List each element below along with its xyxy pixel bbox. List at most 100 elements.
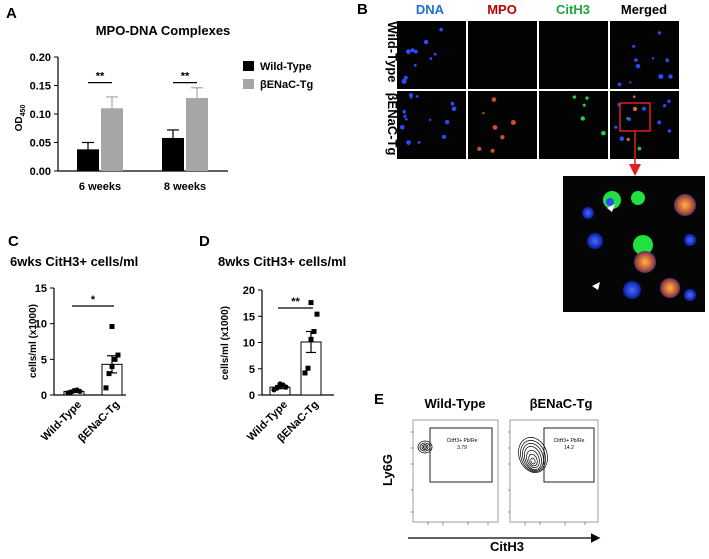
panel-a-significance: ** [181, 71, 190, 83]
cell-dot [585, 96, 589, 100]
panel-c-data-point [71, 388, 77, 394]
panel-a-ytick-label: 0.20 [30, 52, 51, 64]
inset-green-cell [633, 235, 653, 255]
panel-a-ylabel-main: OD [14, 116, 25, 131]
inset-blue-cell [587, 233, 603, 249]
cell-dot [637, 146, 642, 151]
cell-dot [406, 49, 411, 55]
panel-c-data-point [115, 352, 121, 358]
cell-dot [400, 124, 405, 130]
inset-orange-cell [674, 194, 696, 216]
flow-ylabel: Ly6G [380, 454, 395, 486]
cell-dot [429, 118, 432, 122]
panel-d-data-point [277, 381, 283, 387]
flow-title-benac-tg: βENaC-Tg [530, 396, 593, 411]
panel-c-significance: * [91, 294, 96, 306]
flow-gate-label-wild-type: CitH3+ Pb/Re [447, 438, 478, 444]
cell-dot [442, 134, 447, 139]
panel-c-data-point [112, 356, 118, 362]
flow-gate-label-benac-tg: CitH3+ Pb/Re [554, 438, 585, 444]
cell-dot [413, 63, 417, 67]
panel-letter-b: B [357, 1, 368, 18]
cell-dot [429, 57, 433, 60]
flow-contour-wild-type [417, 440, 433, 454]
cell-dot [439, 27, 443, 32]
panel-c-data-point [77, 388, 83, 395]
cell-dot [667, 129, 672, 133]
panel-a-ylabel: OD450 [14, 105, 27, 132]
cell-dot [403, 114, 407, 118]
cell-dot [491, 97, 497, 102]
cell-dot [477, 146, 482, 151]
panel-a-xtick-label: 8 weeks [164, 181, 206, 193]
flow-xlabel: CitH3 [490, 539, 524, 554]
panel-letter-e: E [374, 391, 384, 408]
panel-c-data-point [109, 363, 115, 369]
panel-c-xtick-label: βENaC-Tg [76, 399, 122, 445]
micrograph-tile [610, 21, 679, 89]
cell-dot [658, 74, 664, 79]
micrograph-tile [468, 21, 537, 89]
inset-blue-cell [684, 234, 696, 246]
legend-label-benac-tg: βENaC-Tg [260, 79, 313, 91]
cell-dot [414, 49, 418, 54]
inset-arrowhead [607, 204, 615, 212]
panel-letter-d: D [199, 233, 210, 250]
panel-a-ytick-label: 0.05 [30, 138, 51, 150]
panel-a-title: MPO-DNA Complexes [96, 23, 231, 38]
column-label-mpo: MPO [487, 2, 517, 17]
cell-dot [433, 52, 437, 56]
cell-dot [500, 135, 505, 140]
micrograph-tile [539, 91, 608, 159]
cell-dot [492, 125, 498, 130]
inset-arrowhead [592, 282, 600, 290]
cell-dot [451, 106, 457, 112]
panel-d-ytick-label: 20 [243, 285, 255, 297]
svg-text:OD450: OD450 [14, 105, 27, 132]
column-label-merged: Merged [621, 2, 667, 17]
merged-inset-image [563, 176, 705, 312]
cell-dot [415, 95, 419, 98]
cell-dot [401, 78, 407, 84]
row-label-wild-type: Wild-Type [385, 21, 400, 82]
panel-a-bar [77, 149, 99, 171]
cell-dot [617, 82, 622, 87]
cell-dot [626, 137, 630, 141]
panel-c-title: 6wks CitH3+ cells/ml [10, 254, 138, 269]
panel-a-legend: Wild-Type βENaC-Tg [243, 61, 313, 91]
panel-c-ylabel: cells/ml (x1000) [28, 304, 39, 378]
panel-c-ytick-label: 10 [35, 319, 47, 331]
panel-c-chart: 6wks CitH3+ cells/ml cells/ml (x1000) 0 5… [10, 254, 138, 445]
flow-contour-benac-tg [518, 437, 548, 473]
panel-d-ylabel: cells/ml (x1000) [220, 306, 231, 380]
cell-dot [403, 75, 408, 80]
flow-title-wild-type: Wild-Type [424, 396, 485, 411]
cell-dot [619, 136, 625, 141]
panel-c-data-point [109, 324, 115, 330]
cell-dot [632, 106, 638, 112]
cell-dot [572, 95, 577, 99]
cell-dot [601, 130, 606, 136]
cell-dot [490, 148, 495, 153]
panel-d-data-point [314, 311, 320, 317]
panel-a-bar [101, 108, 123, 171]
cell-dot [667, 99, 671, 104]
cell-dot [626, 117, 629, 120]
inset-blue-cell [623, 281, 641, 299]
flow-gate-benac-tg [543, 427, 595, 483]
cell-dot [665, 58, 669, 62]
panel-a-bar [162, 137, 184, 171]
cell-dot [406, 140, 411, 146]
cell-dot [402, 110, 407, 114]
panel-d-ytick-label: 5 [249, 364, 255, 376]
flow-gate-value-wild-type: 3.79 [457, 445, 467, 451]
cell-dot [482, 112, 485, 115]
panel-d-data-point [308, 336, 314, 342]
legend-swatch-wild-type [243, 61, 254, 71]
panel-d-data-point [283, 384, 289, 390]
panel-a-significance: ** [96, 71, 105, 83]
panel-e-flow-cytometry: Wild-Type βENaC-Tg Ly6G CitH3 CitH3+ Pb/… [380, 396, 601, 554]
panel-a-chart: MPO-DNA Complexes OD450 0.00 0.05 0.10 0.15… [14, 23, 313, 193]
legend-label-wild-type: Wild-Type [260, 61, 312, 73]
panel-d-data-point [302, 370, 308, 376]
